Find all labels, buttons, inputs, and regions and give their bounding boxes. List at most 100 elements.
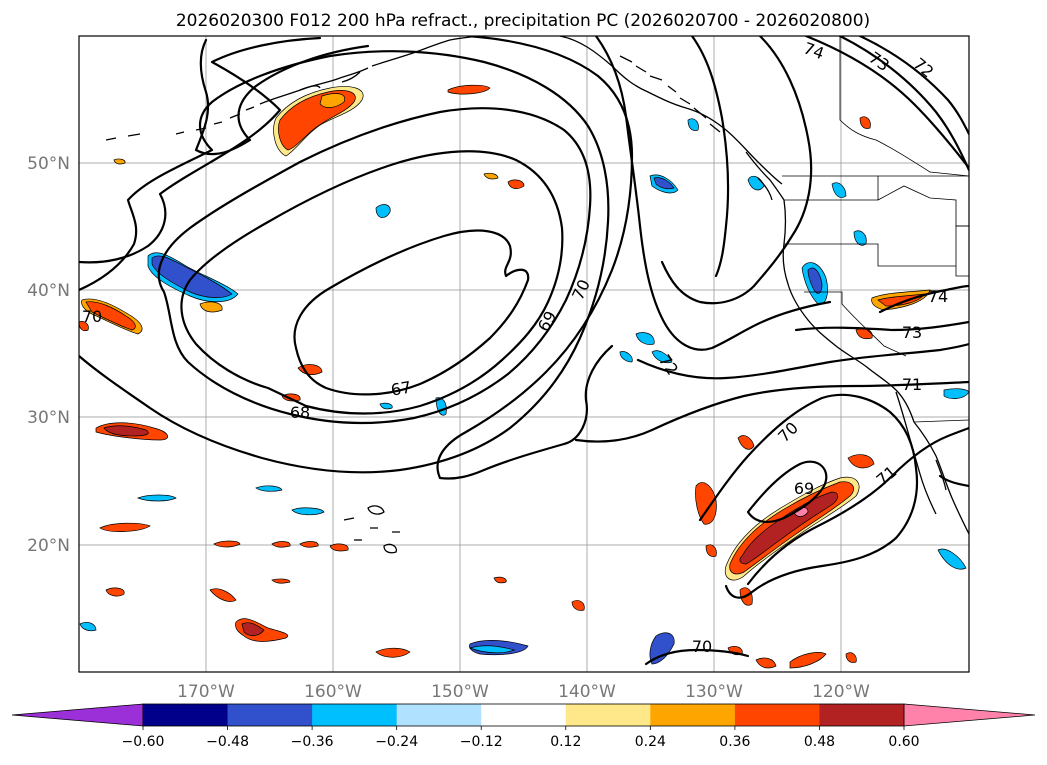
colorbar-outline	[142, 703, 905, 727]
lat-label-20n: 20°N	[27, 536, 70, 556]
precip-area	[255, 485, 283, 492]
precip-area	[375, 204, 391, 218]
colorbar-tick-label: −0.36	[291, 734, 334, 750]
precip-area	[447, 84, 491, 95]
precip-area	[619, 351, 633, 363]
contour-label-67: 67	[389, 377, 412, 399]
precipitation-shading	[79, 84, 969, 669]
colorbar-bin	[565, 704, 651, 726]
precip-area	[209, 588, 237, 602]
precip-area	[847, 454, 875, 469]
refractivity-contours	[79, 36, 969, 666]
precip-area	[319, 93, 346, 108]
colorbar-tick-label: 0.24	[635, 734, 666, 750]
precip-area	[705, 544, 717, 557]
contour-72-a	[194, 38, 370, 156]
map-frame	[78, 35, 970, 673]
contour-71-a	[79, 36, 322, 264]
contour-74-b	[858, 36, 969, 136]
colorbar-tick-label: −0.24	[375, 734, 418, 750]
lat-label-50n: 50°N	[27, 154, 70, 174]
lat-label-30n: 30°N	[27, 408, 70, 428]
precip-area	[483, 172, 499, 180]
precip-area	[755, 657, 777, 669]
precip-area	[79, 622, 97, 632]
colorbar-tick-label: 0.36	[719, 734, 750, 750]
precip-area	[831, 182, 847, 198]
colorbar-bin	[481, 704, 567, 726]
precip-area	[271, 541, 291, 548]
contour-69	[157, 107, 592, 425]
colorbar-tick-label: −0.60	[122, 734, 165, 750]
precip-area	[241, 622, 265, 636]
contour-74-c	[878, 284, 969, 314]
precip-area	[493, 576, 507, 584]
precip-area	[859, 116, 871, 129]
precip-area	[507, 179, 525, 189]
contour-70-b	[698, 393, 919, 599]
precip-area	[329, 543, 349, 552]
political-borders	[782, 36, 969, 423]
precip-area	[105, 587, 125, 597]
precip-area	[213, 540, 241, 548]
precip-area	[291, 507, 325, 516]
colorbar-extend-high	[903, 703, 1036, 727]
colorbar-bin	[143, 704, 229, 726]
precip-area	[695, 482, 717, 525]
contour-68	[180, 150, 564, 415]
precip-area	[807, 267, 823, 294]
latitude-labels: 50°N 40°N 30°N 20°N	[27, 154, 70, 556]
colorbar: −0.60 −0.48 −0.36 −0.24 −0.12 0.12 0.24 0.36 0.4…	[11, 703, 1036, 750]
precip-area	[103, 425, 149, 437]
map-content: 74 73 72 70 70 69 67 68 72 74 73 71 70 6…	[79, 36, 969, 672]
contour-label-70: 70	[82, 307, 102, 326]
precip-area	[468, 645, 516, 654]
precip-area	[653, 177, 675, 190]
precip-area	[199, 301, 223, 313]
lat-label-40n: 40°N	[27, 281, 70, 301]
colorbar-bin	[312, 704, 398, 726]
precip-area	[271, 578, 291, 584]
colorbar-tick-label: 0.12	[550, 734, 581, 750]
contour-71-d	[746, 426, 969, 586]
contour-label-68: 68	[290, 403, 310, 422]
precip-area	[79, 321, 89, 332]
precip-area	[137, 494, 177, 502]
precip-area	[789, 652, 827, 669]
contour-70-a	[79, 50, 610, 474]
contour-72-c	[804, 36, 969, 170]
precip-area	[375, 647, 411, 658]
colorbar-tick-label: −0.48	[206, 734, 249, 750]
colorbar-bin	[396, 704, 482, 726]
precip-area	[937, 548, 967, 570]
contour-72-b	[594, 36, 832, 351]
contour-74-a	[690, 36, 730, 278]
precip-area	[99, 522, 151, 532]
precip-area	[379, 402, 393, 410]
contour-67	[293, 229, 530, 396]
map-background	[79, 36, 969, 672]
colorbar-bin	[227, 704, 313, 726]
colorbar-bin	[819, 704, 905, 726]
contour-70-c	[644, 648, 750, 666]
lon-label-150w: 150°W	[431, 682, 489, 702]
contour-73-b	[838, 36, 969, 172]
precip-area	[845, 652, 857, 663]
precip-area	[113, 158, 126, 165]
colorbar-tick-label: −0.12	[460, 734, 503, 750]
lon-label-140w: 140°W	[558, 682, 616, 702]
colorbar-bin	[734, 704, 820, 726]
colorbar-bin	[650, 704, 736, 726]
lon-label-130w: 130°W	[685, 682, 743, 702]
contour-71-b	[436, 36, 634, 480]
precip-area	[571, 600, 585, 611]
contour-label-74: 74	[928, 287, 948, 306]
contour-70-d	[938, 474, 969, 488]
precip-area	[649, 632, 675, 665]
longitude-labels: 170°W 160°W 150°W 140°W 130°W 120°W	[177, 682, 870, 702]
precip-area	[635, 332, 655, 345]
precip-area	[651, 350, 673, 364]
precip-area	[739, 491, 839, 565]
colorbar-tick-label: 0.60	[888, 734, 919, 750]
